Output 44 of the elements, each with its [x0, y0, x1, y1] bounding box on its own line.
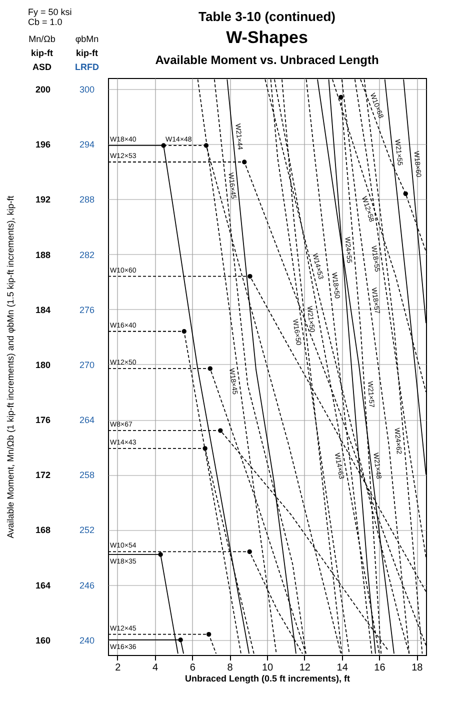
chart-title: Table 3-10 (continued)	[198, 9, 336, 24]
y-tick-label: 180	[35, 360, 50, 370]
y-tick-label: 196	[35, 140, 50, 150]
y-axis-title: Available Moment, Mn/Ωb (1 kip-ft increments) and φbMn (1.5 kip-ft increments), kip-ft	[5, 195, 16, 538]
text: kip-ft	[31, 48, 53, 58]
y2-tick-label: 300	[79, 84, 94, 95]
x-tick-label: 10	[262, 662, 274, 674]
x-tick-label: 14	[336, 662, 348, 674]
text: LRFD	[75, 62, 100, 72]
y2-tick-label: 264	[79, 415, 94, 426]
text: kip-ft	[76, 48, 98, 58]
text: Available Moment vs. Unbraced Length	[155, 53, 379, 67]
y2-tick-label: 270	[79, 360, 94, 370]
y2-tick-label: 240	[79, 635, 94, 646]
y2-tick-label: 246	[79, 580, 94, 590]
y-tick-label: 184	[35, 304, 50, 315]
x-tick-label: 4	[152, 662, 158, 674]
y2-tick-label: 276	[79, 304, 94, 315]
y-tick-label: 188	[35, 250, 50, 260]
y-tick-label: 172	[35, 470, 50, 480]
x-tick-label: 2	[115, 662, 122, 674]
y2-tick-label: 282	[79, 250, 94, 260]
y-tick-label: 192	[35, 194, 50, 205]
x-tick-label: 16	[374, 662, 386, 674]
y2-tick-label: 258	[79, 470, 94, 480]
x-tick-label: 6	[190, 662, 196, 674]
text: Fy = 50 ksi	[28, 7, 72, 17]
y-tick-label: 164	[35, 580, 50, 590]
x-axis-title: Unbraced Length (0.5 ft increments), ft	[184, 674, 350, 684]
chart-subtitle: W-Shapes	[226, 28, 308, 47]
text: φbMn	[75, 34, 99, 44]
y-tick-label: 160	[35, 635, 50, 646]
y-tick-label: 200	[35, 84, 50, 95]
y2-tick-label: 288	[79, 194, 94, 205]
text: Cb = 1.0	[28, 17, 62, 27]
x-tick-label: 18	[412, 662, 424, 674]
x-tick-label: 12	[299, 662, 311, 674]
y2-tick-label: 252	[79, 525, 94, 536]
y2-tick-label: 294	[79, 140, 94, 150]
text: Mn/Ωb	[28, 34, 56, 44]
y-tick-label: 176	[35, 415, 50, 426]
text: ASD	[32, 62, 52, 72]
y-tick-label: 168	[35, 525, 50, 536]
x-tick-label: 8	[227, 662, 234, 674]
